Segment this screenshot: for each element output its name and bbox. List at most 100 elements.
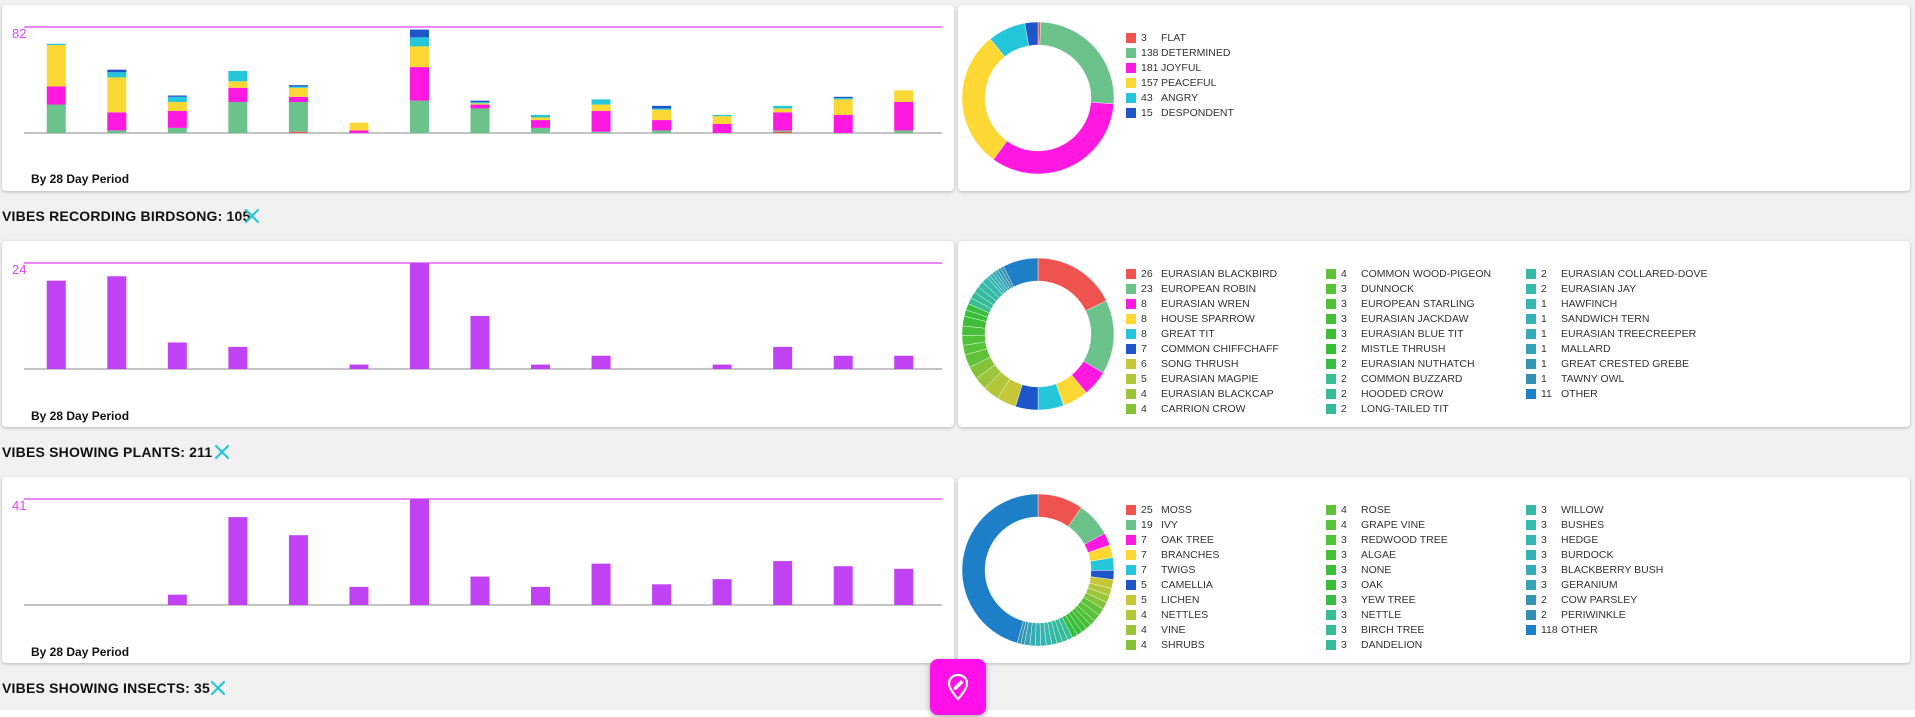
plants-bar-card: 41 By 28 Day Period	[2, 477, 954, 663]
legend-swatch	[1326, 299, 1336, 309]
bar-segment-joyful	[228, 87, 248, 102]
bar	[833, 355, 853, 369]
legend-swatch	[1126, 374, 1136, 384]
bar-segment-joyful	[833, 114, 853, 133]
legend-count: 3	[1541, 519, 1547, 531]
close-birdsong-button[interactable]	[243, 207, 261, 225]
bar-segment-joyful	[591, 111, 611, 132]
bar	[470, 316, 490, 369]
legend-count: 5	[1141, 579, 1147, 591]
bar-segment-angry	[652, 108, 672, 110]
legend-swatch	[1526, 299, 1536, 309]
period-label: By 28 Day Period	[31, 645, 130, 659]
donut-slice-eurasian-blackbird	[1037, 257, 1107, 312]
bar-segment-despondent	[409, 29, 429, 38]
legend-label: ANGRY	[1161, 92, 1199, 104]
bar	[773, 346, 793, 369]
legend-label: FLAT	[1161, 32, 1186, 44]
bar	[107, 276, 127, 369]
legend-swatch	[1126, 565, 1136, 575]
donut-slice-determined	[1039, 21, 1115, 105]
add-vibe-button[interactable]	[930, 659, 986, 715]
bar-segment-peaceful	[773, 108, 793, 113]
legend-swatch	[1326, 284, 1336, 294]
close-insects-button[interactable]	[209, 679, 227, 697]
legend-count: 3	[1341, 594, 1347, 606]
legend-count: 3	[1341, 328, 1347, 340]
legend-swatch	[1126, 48, 1136, 58]
legend-swatch	[1326, 329, 1336, 339]
legend-count: 1	[1541, 313, 1547, 325]
legend-count: 4	[1341, 519, 1347, 531]
legend-label: EURASIAN JACKDAW	[1361, 313, 1469, 325]
legend-swatch	[1526, 550, 1536, 560]
bar-segment-despondent	[107, 69, 127, 73]
plants-heading: VIBES SHOWING PLANTS: 211	[2, 444, 213, 460]
legend-count: 2	[1541, 594, 1547, 606]
legend-count: 3	[1541, 579, 1547, 591]
bar-segment-peaceful	[652, 109, 672, 121]
legend-label: WILLOW	[1561, 504, 1604, 516]
bar-segment-joyful	[409, 67, 429, 101]
legend-swatch	[1526, 314, 1536, 324]
bar-segment-peaceful	[167, 101, 187, 112]
legend-count: 3	[1341, 283, 1347, 295]
legend-swatch	[1526, 329, 1536, 339]
legend-count: 181	[1141, 62, 1159, 74]
legend-swatch	[1126, 640, 1136, 650]
legend-swatch	[1126, 550, 1136, 560]
legend-count: 6	[1141, 358, 1147, 370]
legend-count: 15	[1141, 107, 1153, 119]
legend-label: PEACEFUL	[1161, 77, 1217, 89]
close-icon	[214, 444, 230, 460]
bar-segment-flat	[773, 131, 793, 133]
legend-count: 25	[1141, 504, 1153, 516]
bar	[712, 579, 732, 605]
bar-segment-joyful	[712, 123, 732, 133]
legend-swatch	[1126, 314, 1136, 324]
bar-segment-joyful	[531, 120, 551, 128]
bar-segment-determined	[773, 130, 793, 132]
legend-count: 7	[1141, 343, 1147, 355]
legend-swatch	[1126, 93, 1136, 103]
legend-count: 4	[1341, 504, 1347, 516]
bar-segment-joyful	[652, 120, 672, 131]
legend-label: EURASIAN WREN	[1161, 298, 1250, 310]
birdsong-heading: VIBES RECORDING BIRDSONG: 105	[2, 208, 251, 224]
legend-label: EURASIAN MAGPIE	[1161, 373, 1259, 385]
legend-count: 3	[1341, 624, 1347, 636]
legend-label: TAWNY OWL	[1561, 373, 1625, 385]
legend-swatch	[1326, 550, 1336, 560]
bar-segment-angry	[470, 101, 490, 104]
legend-count: 7	[1141, 564, 1147, 576]
legend-swatch	[1126, 625, 1136, 635]
legend-label: HAWFINCH	[1561, 298, 1618, 310]
legend-label: VINE	[1161, 624, 1186, 636]
close-plants-button[interactable]	[213, 443, 231, 461]
mood-legend: 3 FLAT 138 DETERMINED 181 JOYFUL 157 PEACEFUL 43…	[1126, 32, 1886, 172]
bar-segment-angry	[46, 43, 66, 46]
bar-segment-peaceful	[409, 46, 429, 68]
donut-slice-other	[1003, 257, 1039, 288]
bar-segment-joyful	[107, 112, 127, 131]
bar-segment-joyful	[894, 101, 914, 131]
legend-label: OTHER	[1561, 624, 1598, 636]
legend-swatch	[1126, 329, 1136, 339]
legend-swatch	[1326, 374, 1336, 384]
legend-swatch	[1526, 389, 1536, 399]
legend-swatch	[1526, 580, 1536, 590]
bar-segment-determined	[591, 131, 611, 133]
legend-count: 1	[1541, 343, 1547, 355]
legend-count: 2	[1541, 609, 1547, 621]
bar-segment-peaceful	[591, 104, 611, 112]
bar-segment-peaceful	[833, 99, 853, 115]
bar	[349, 586, 369, 605]
legend-count: 1	[1541, 328, 1547, 340]
bar	[894, 568, 914, 605]
bar-segment-angry	[409, 37, 429, 47]
legend-swatch	[1126, 108, 1136, 118]
legend-swatch	[1326, 610, 1336, 620]
legend-label: DESPONDENT	[1161, 107, 1234, 119]
legend-swatch	[1326, 640, 1336, 650]
legend-count: 8	[1141, 298, 1147, 310]
